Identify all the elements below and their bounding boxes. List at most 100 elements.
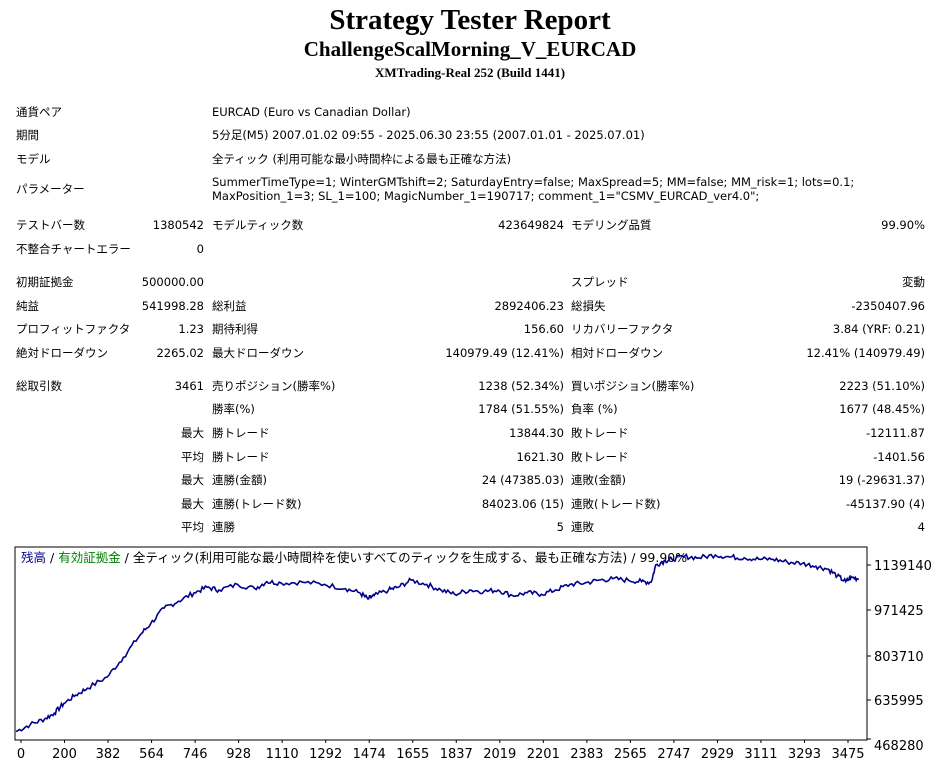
avg-consec-loss-value: 4 bbox=[917, 520, 925, 534]
max-dd-value: 140979.49 (12.41%) bbox=[445, 346, 564, 360]
x-tick-label: 928 bbox=[226, 747, 251, 762]
x-tick-label: 3293 bbox=[788, 747, 821, 762]
gross-profit-value: 2892406.23 bbox=[494, 299, 564, 313]
row-avg-consec: 平均 連勝 5 連敗 4 bbox=[0, 518, 940, 536]
row-rates: 勝率(%) 1784 (51.55%) 負率 (%) 1677 (48.45%) bbox=[0, 400, 940, 418]
abs-dd-label: 絶対ドローダウン bbox=[16, 346, 108, 360]
avg-label-2: 平均 bbox=[181, 520, 204, 534]
max-loss-label: 敗トレード bbox=[571, 426, 629, 440]
model-value: 全ティック (利用可能な最小時間枠による最も正確な方法) bbox=[212, 152, 512, 166]
pf-label: プロフィットファクタ bbox=[16, 322, 131, 336]
series-line-balance bbox=[15, 553, 860, 733]
consec-win-cnt-label: 連勝(トレード数) bbox=[212, 497, 302, 511]
avg-win-label: 勝トレード bbox=[212, 450, 270, 464]
bars-value: 1380542 bbox=[152, 218, 204, 232]
period-label: 期間 bbox=[16, 128, 39, 142]
row-profit: 純益 541998.28 総利益 2892406.23 総損失 -2350407… bbox=[0, 297, 940, 315]
consec-loss-amt-value: 19 (-29631.37) bbox=[838, 473, 925, 487]
avg-label: 平均 bbox=[181, 450, 204, 464]
gross-profit-label: 総利益 bbox=[212, 299, 247, 313]
period-value: 5分足(M5) 2007.01.02 09:55 - 2025.06.30 23… bbox=[212, 128, 645, 142]
symbol-value: EURCAD (Euro vs Canadian Dollar) bbox=[212, 105, 411, 119]
total-trades-label: 総取引数 bbox=[16, 379, 62, 393]
avg-consec-win-value: 5 bbox=[556, 520, 564, 534]
chart-frame bbox=[14, 546, 868, 741]
gross-loss-value: -2350407.96 bbox=[851, 299, 925, 313]
x-tick-label: 1655 bbox=[396, 747, 429, 762]
x-tick-label: 1474 bbox=[353, 747, 386, 762]
deposit-label: 初期証拠金 bbox=[16, 275, 74, 289]
max-win-value: 13844.30 bbox=[509, 426, 564, 440]
x-tick-label: 382 bbox=[96, 747, 121, 762]
deposit-value: 500000.00 bbox=[141, 275, 204, 289]
loss-rate-label: 負率 (%) bbox=[571, 402, 618, 416]
mismatch-label: 不整合チャートエラー bbox=[16, 242, 131, 256]
avg-consec-loss-label: 連敗 bbox=[571, 520, 594, 534]
avg-consec-win-label: 連勝 bbox=[212, 520, 235, 534]
symbol-label: 通貨ペア bbox=[16, 105, 62, 119]
row-period: 期間 5分足(M5) 2007.01.02 09:55 - 2025.06.30… bbox=[0, 126, 940, 144]
net-value: 541998.28 bbox=[141, 299, 204, 313]
x-tick-label: 2383 bbox=[570, 747, 603, 762]
bars-label: テストバー数 bbox=[16, 218, 85, 232]
x-tick-label: 746 bbox=[183, 747, 208, 762]
row-max-trade: 最大 勝トレード 13844.30 敗トレード -12111.87 bbox=[0, 424, 940, 442]
x-tick-label: 1110 bbox=[266, 747, 299, 762]
row-totals: 総取引数 3461 売りポジション(勝率%) 1238 (52.34%) 買いポ… bbox=[0, 377, 940, 395]
pf-value: 1.23 bbox=[178, 322, 204, 336]
y-tick-label: 971425 bbox=[874, 604, 924, 619]
row-factors: プロフィットファクタ 1.23 期待利得 156.60 リカバリーファクタ 3.… bbox=[0, 320, 940, 338]
x-tick-label: 2201 bbox=[527, 747, 560, 762]
row-consec-amount: 最大 連勝(金額) 24 (47385.03) 連敗(金額) 19 (-2963… bbox=[0, 471, 940, 489]
spread-value: 変動 bbox=[902, 275, 925, 289]
recovery-value: 3.84 (YRF: 0.21) bbox=[832, 322, 925, 336]
avg-loss-value: -1401.56 bbox=[873, 450, 925, 464]
consec-win-amt-value: 24 (47385.03) bbox=[481, 473, 564, 487]
avg-loss-label: 敗トレード bbox=[571, 450, 629, 464]
rel-dd-value: 12.41% (140979.49) bbox=[806, 346, 925, 360]
total-trades-value: 3461 bbox=[174, 379, 204, 393]
balance-chart: 残高 / 有効証拠金 / 全ティック(利用可能な最小時間枠を使いすべてのティック… bbox=[14, 546, 932, 762]
net-label: 純益 bbox=[16, 299, 39, 313]
avg-win-value: 1621.30 bbox=[516, 450, 564, 464]
model-label: モデル bbox=[16, 152, 51, 166]
y-tick-label: 803710 bbox=[874, 650, 924, 665]
params-label: パラメーター bbox=[16, 182, 85, 196]
quality-label: モデリング品質 bbox=[571, 218, 652, 232]
consec-win-cnt-value: 84023.06 (15) bbox=[481, 497, 564, 511]
ticks-value: 423649824 bbox=[498, 218, 564, 232]
max-dd-label: 最大ドローダウン bbox=[212, 346, 304, 360]
x-tick-label: 2929 bbox=[701, 747, 734, 762]
legend-equity: 有効証拠金 bbox=[58, 550, 121, 565]
y-tick-label: 468280 bbox=[874, 739, 924, 754]
spread-label: スプレッド bbox=[571, 275, 629, 289]
gross-loss-label: 総損失 bbox=[571, 299, 606, 313]
recovery-label: リカバリーファクタ bbox=[571, 322, 674, 336]
consec-loss-amt-label: 連敗(金額) bbox=[571, 473, 626, 487]
x-tick-label: 564 bbox=[139, 747, 164, 762]
quality-value: 99.90% bbox=[881, 218, 925, 232]
x-tick-label: 0 bbox=[17, 747, 25, 762]
legend-sep-2: / bbox=[121, 550, 133, 565]
x-tick-label: 1837 bbox=[440, 747, 473, 762]
expected-label: 期待利得 bbox=[212, 322, 258, 336]
max-loss-value: -12111.87 bbox=[865, 426, 925, 440]
max-label-3: 最大 bbox=[181, 497, 204, 511]
row-symbol: 通貨ペア EURCAD (Euro vs Canadian Dollar) bbox=[0, 103, 940, 121]
x-tick-label: 3111 bbox=[744, 747, 777, 762]
row-bars: テストバー数 1380542 モデルティック数 423649824 モデリング品… bbox=[0, 216, 940, 234]
max-win-label: 勝トレード bbox=[212, 426, 270, 440]
ticks-label: モデルティック数 bbox=[212, 218, 304, 232]
server-build: XMTrading-Real 252 (Build 1441) bbox=[374, 65, 566, 80]
expert-name: ChallengeScalMorning_V_EURCAD bbox=[303, 37, 637, 61]
consec-loss-cnt-value: -45137.90 (4) bbox=[846, 497, 925, 511]
chart-legend: 残高 / 有効証拠金 / 全ティック(利用可能な最小時間枠を使いすべてのティック… bbox=[21, 550, 687, 565]
expected-value: 156.60 bbox=[523, 322, 564, 336]
report-title: Strategy Tester Report bbox=[329, 4, 611, 36]
win-rate-label: 勝率(%) bbox=[212, 402, 255, 416]
y-tick-label: 635995 bbox=[874, 694, 924, 709]
win-rate-value: 1784 (51.55%) bbox=[478, 402, 564, 416]
row-avg-trade: 平均 勝トレード 1621.30 敗トレード -1401.56 bbox=[0, 448, 940, 466]
max-label: 最大 bbox=[181, 426, 204, 440]
x-tick-label: 2565 bbox=[614, 747, 647, 762]
